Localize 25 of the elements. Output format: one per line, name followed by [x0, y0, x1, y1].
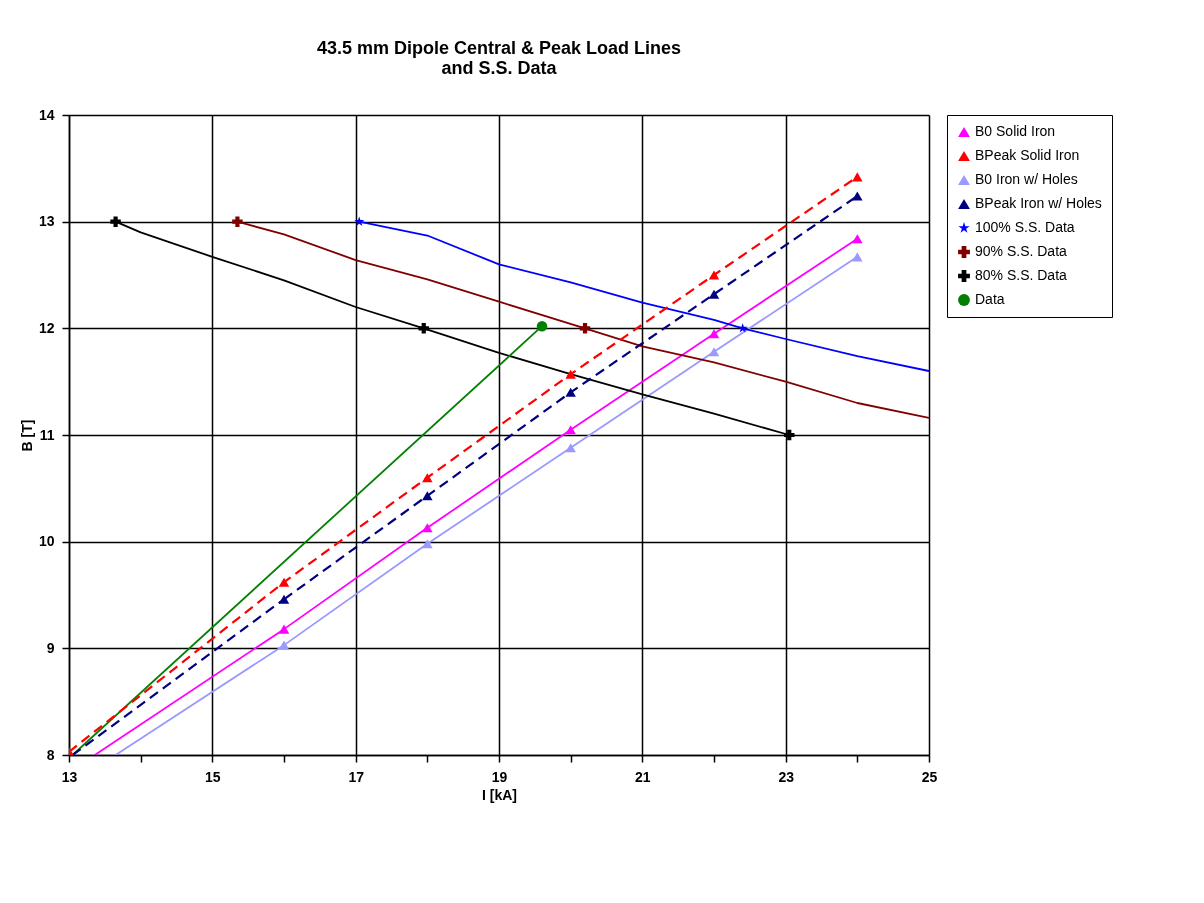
- x-tick-label: 21: [635, 768, 651, 785]
- x-axis-title: I [kA]: [482, 786, 517, 803]
- legend-label: 100% S.S. Data: [975, 219, 1075, 235]
- y-tick-label: 14: [38, 106, 55, 123]
- legend-label: B0 Solid Iron: [975, 123, 1056, 139]
- y-tick-label: 8: [46, 746, 55, 763]
- legend-label: B0 Iron w/ Holes: [975, 171, 1078, 187]
- y-tick-label: 9: [46, 639, 55, 656]
- x-tick-label: 15: [205, 768, 221, 785]
- legend-label: BPeak Iron w/ Holes: [975, 195, 1102, 211]
- legend-label: Data: [975, 291, 1005, 307]
- y-tick-label: 10: [38, 533, 55, 550]
- y-axis-title: B [T]: [18, 419, 35, 452]
- legend-label: BPeak Solid Iron: [975, 147, 1080, 163]
- x-tick-label: 17: [348, 768, 365, 785]
- y-tick-label: 11: [39, 426, 55, 443]
- x-tick-label: 19: [491, 768, 508, 785]
- chart-title: 43.5 mm Dipole Central & Peak Load Lines and S.S. Data: [316, 38, 682, 78]
- legend-label: 90% S.S. Data: [975, 243, 1068, 259]
- x-tick-label: 23: [778, 768, 795, 785]
- y-tick-label: 13: [38, 213, 55, 230]
- legend-label: 80% S.S. Data: [975, 267, 1068, 283]
- y-tick-label: 12: [38, 319, 55, 336]
- x-tick-label: 13: [61, 768, 78, 785]
- x-tick-label: 25: [921, 768, 938, 785]
